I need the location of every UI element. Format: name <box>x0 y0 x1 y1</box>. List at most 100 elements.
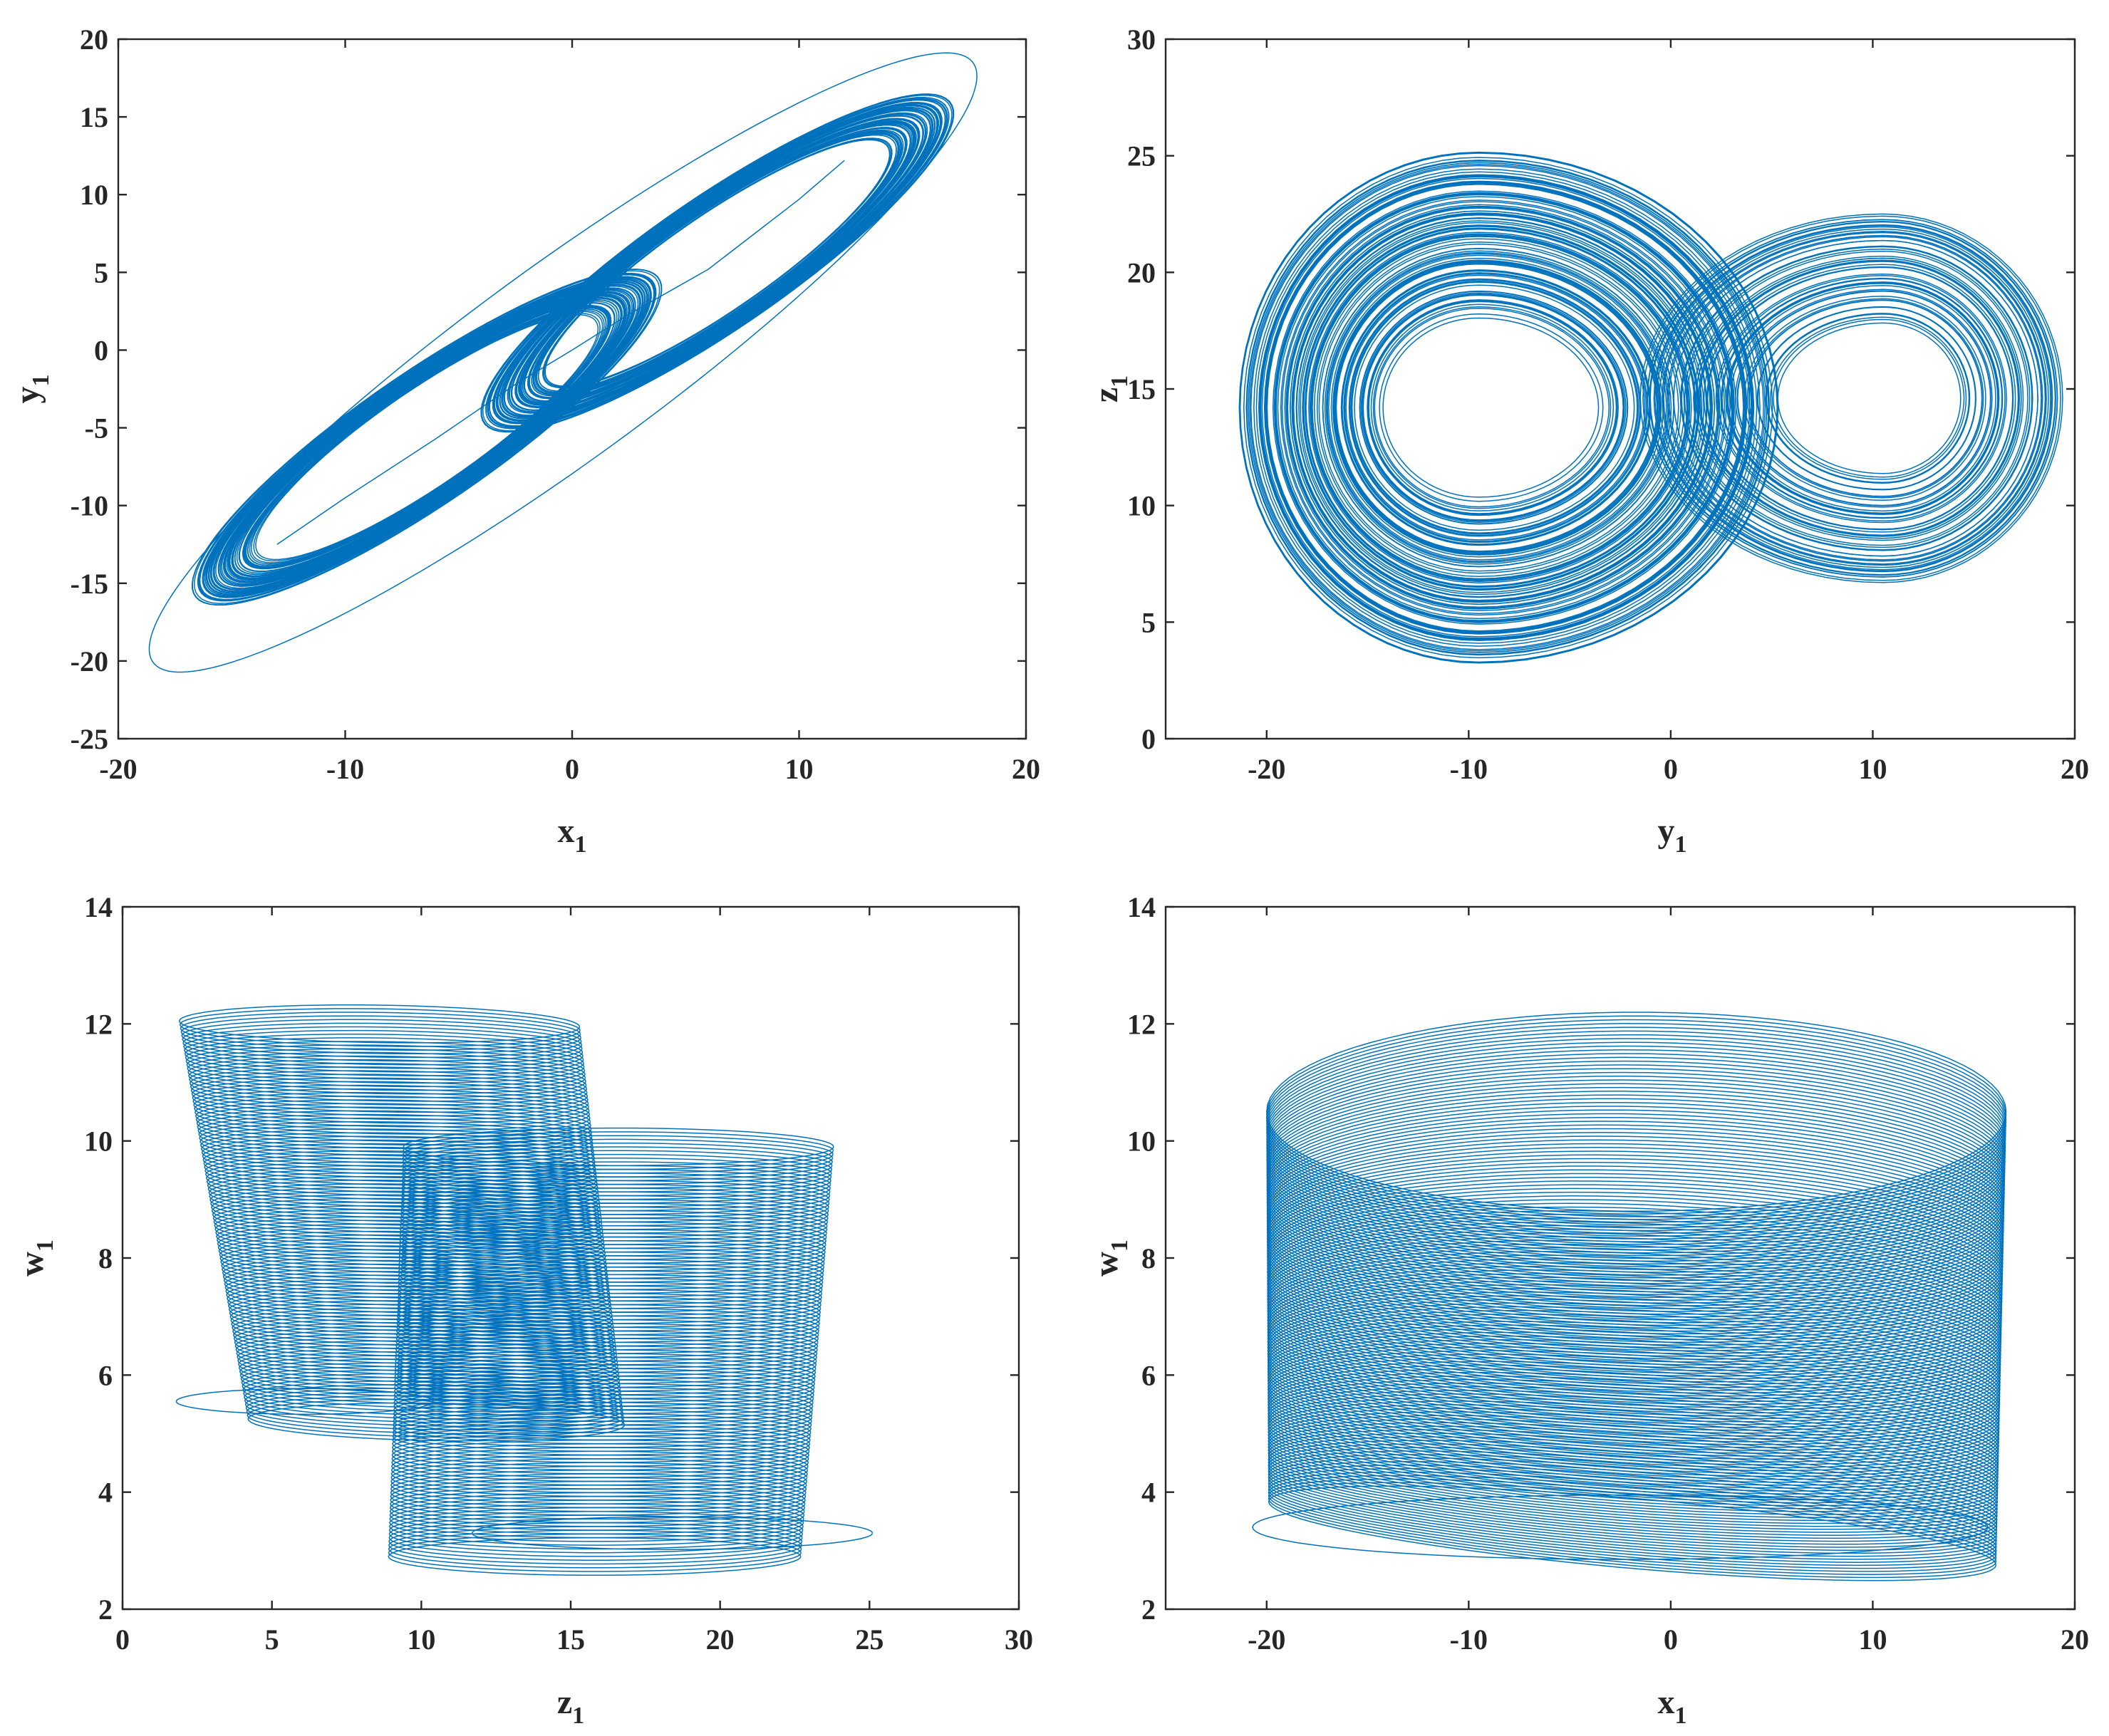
y-tick-label: 12 <box>84 1008 113 1040</box>
trajectory-line-196 <box>185 1044 585 1084</box>
trajectory-line-140 <box>1654 225 2053 572</box>
plot-area-top-right <box>1238 151 2063 664</box>
trajectory-line-150 <box>1259 175 1753 640</box>
y-tick-label: 10 <box>1127 490 1156 522</box>
trajectory-line-68 <box>1717 275 2006 522</box>
trajectory-line-151 <box>398 1255 824 1294</box>
series-trajectory <box>175 1004 874 1576</box>
trajectory-line-194 <box>186 1048 586 1088</box>
trajectory-line-39 <box>238 302 616 572</box>
trajectory-line-21 <box>1354 284 1635 531</box>
x-axis-label-sub: 1 <box>1675 1703 1687 1729</box>
y-tick-label: 4 <box>1141 1477 1156 1509</box>
trajectory-line-68 <box>226 1278 611 1318</box>
trajectory-line-8 <box>543 138 892 388</box>
trajectory-line-94 <box>495 104 939 422</box>
trajectory-line-159 <box>398 1240 825 1279</box>
trajectory-line-103 <box>204 278 650 597</box>
trajectory-line-169 <box>1239 152 1778 663</box>
trajectory-line-206 <box>182 1026 583 1066</box>
trajectory-line-153 <box>398 1251 824 1291</box>
trajectory-line-163 <box>1243 157 1773 659</box>
trajectory-line-198 <box>185 1041 585 1080</box>
trajectory-line-65 <box>1715 273 2007 524</box>
trajectory-line-176 <box>192 1081 589 1121</box>
trajectory-line-180 <box>190 1074 589 1113</box>
y-axis-label-bottom-right: w1 <box>1087 1239 1133 1277</box>
trajectory-line-128 <box>481 93 954 432</box>
trajectory-line-76 <box>514 118 920 408</box>
trajectory-line-100 <box>497 105 938 421</box>
trajectory-line-55 <box>232 298 622 577</box>
trajectory-line-123 <box>204 278 650 597</box>
trajectory-line-117 <box>205 279 648 596</box>
trajectory-line-11 <box>1268 1447 1998 1548</box>
trajectory-line-141 <box>397 1274 823 1313</box>
trajectory-line-90 <box>501 108 934 418</box>
y-tick-label: 5 <box>1141 606 1156 638</box>
trajectory-line-167 <box>399 1225 826 1264</box>
trajectory-line-184 <box>189 1066 588 1106</box>
trajectory-line-115 <box>199 274 655 601</box>
trajectory-line-101 <box>1684 249 2031 549</box>
trajectory-line-37 <box>239 302 615 572</box>
trajectory-line-61 <box>1316 241 1682 574</box>
trajectory-line-120 <box>496 105 938 422</box>
trajectory-line-73 <box>1308 232 1692 583</box>
trajectory-line-119 <box>395 1315 819 1354</box>
trajectory-line-58 <box>229 1296 613 1336</box>
trajectory-line-104 <box>499 107 936 420</box>
trajectory-line-208 <box>182 1022 583 1062</box>
trajectory-line-85 <box>1302 225 1699 591</box>
y-tick-label: 30 <box>1127 24 1156 56</box>
trajectory-line-47 <box>390 1450 809 1490</box>
trajectory-line-71 <box>393 1405 812 1445</box>
y-tick-label: -25 <box>71 723 108 755</box>
trajectory-line-133 <box>1261 177 1751 638</box>
trajectory-line-212 <box>180 1015 581 1055</box>
trajectory-line-188 <box>188 1059 586 1098</box>
trajectory-line-61 <box>392 1424 811 1463</box>
trajectory-line-173 <box>399 1214 827 1253</box>
trajectory-line-38 <box>1736 290 1991 506</box>
trajectory-line-58 <box>1267 1277 2001 1411</box>
trajectory-line-174 <box>192 1084 589 1124</box>
trajectory-line-119 <box>202 276 652 598</box>
trajectory-line-52 <box>1267 1299 2001 1428</box>
trajectory-line-37 <box>1268 1353 2000 1472</box>
trajectory-line-67 <box>1318 244 1679 572</box>
x-axis-label-base: x <box>558 812 575 850</box>
x-tick-label: 0 <box>1664 753 1678 785</box>
trajectory-line-111 <box>1286 206 1720 609</box>
trajectory-line-96 <box>494 103 941 423</box>
trajectory-line-195 <box>401 1173 831 1212</box>
trajectory-line-170 <box>194 1092 591 1131</box>
trajectory-line-147 <box>398 1262 824 1301</box>
trajectory-line-23 <box>247 308 607 566</box>
trajectory-line-55 <box>1328 254 1667 561</box>
trajectory-line-90 <box>1296 217 1707 598</box>
trajectory-line-60 <box>519 120 916 405</box>
trajectory-line-62 <box>227 1289 613 1329</box>
trajectory-line-143 <box>398 1270 823 1309</box>
trajectory-line-43 <box>1332 259 1662 556</box>
trajectory-line-50 <box>1267 1306 2001 1434</box>
trajectory-line-80 <box>1703 264 2016 533</box>
trajectory-line-193 <box>400 1176 831 1215</box>
trajectory-line-112 <box>492 102 942 424</box>
trajectory-line-204 <box>183 1029 584 1069</box>
trajectory-line-26 <box>1268 1393 1999 1504</box>
trajectory-line-118 <box>210 1187 601 1226</box>
trajectory-line-92 <box>507 112 928 414</box>
trajectory-line-40 <box>527 127 908 400</box>
y-axis-label-top-right: z1 <box>1087 375 1133 402</box>
trajectory-line-159 <box>1253 168 1761 647</box>
y-tick-label: 10 <box>1127 1126 1156 1158</box>
trajectory-line-130 <box>1252 1495 1989 1560</box>
trajectory-line-76 <box>1267 1210 2003 1360</box>
trajectory-line-42 <box>519 121 916 405</box>
x-tick-label: 0 <box>565 753 579 785</box>
trajectory-line-97 <box>207 280 646 594</box>
trajectory-line-214 <box>180 1012 581 1051</box>
trajectory-line-116 <box>1673 239 2038 557</box>
